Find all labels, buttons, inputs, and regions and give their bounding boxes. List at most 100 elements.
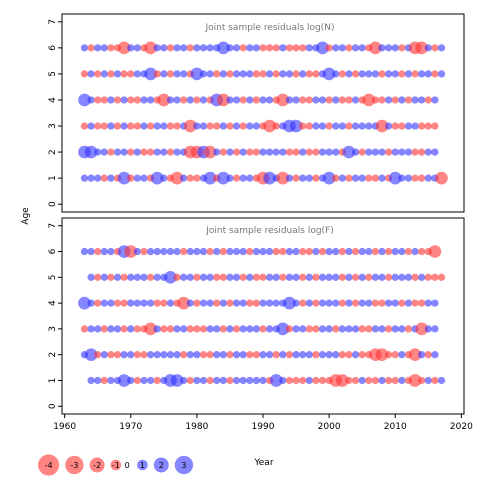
residual-point [94,44,102,52]
panel-logN-title: Joint sample residuals log(N) [204,23,334,33]
residual-point [305,174,313,182]
residual-point [140,273,148,281]
residual-point [239,351,247,359]
residual-point [404,247,413,256]
residual-point [232,247,241,256]
residual-point [398,96,406,104]
residual-point [312,299,320,307]
residual-point [186,247,194,256]
residual-point [107,174,115,182]
residual-point [345,122,353,130]
residual-point [318,273,327,281]
residual-point [193,96,201,104]
residual-point [100,96,108,104]
residual-point [384,299,393,307]
residual-point [305,351,313,359]
residual-point [312,247,320,256]
residual-point [265,273,274,281]
residual-point [299,351,307,359]
residual-point [180,70,188,78]
residual-point [226,351,234,359]
residual-point [153,376,161,385]
residual-point [186,351,194,359]
residual-point [226,325,234,333]
residual-point [100,299,108,307]
residual-point [325,351,333,359]
residual-point [216,93,230,107]
residual-point [292,247,300,256]
residual-point [332,273,340,281]
residual-point [263,119,276,133]
panel-logF-yaxis: 0 1 2 3 4 5 6 7 [48,223,62,409]
residual-point [252,273,261,281]
residual-point [299,44,307,52]
residual-point [391,96,399,104]
panel-logN-frame [61,13,465,213]
residual-point [252,325,261,333]
residual-point [424,174,432,182]
residual-point [160,299,168,307]
residual-point [232,96,241,104]
residual-point [338,351,346,359]
residual-point [120,351,128,359]
residual-point [246,122,254,130]
residual-point [100,70,108,78]
residual-point [127,122,135,130]
residual-point [332,70,340,78]
residual-point [144,67,157,81]
residual-point [384,325,393,333]
x-tick-label: 1980 [185,422,208,432]
residual-point [140,351,148,359]
residual-point [186,44,194,52]
residual-point [166,44,175,52]
residual-point [345,174,353,182]
y-tick-label: 1 [48,175,58,181]
residual-point [226,247,234,256]
residual-point [180,376,188,385]
residual-point [305,273,313,281]
residual-point [232,273,241,281]
residual-point [338,299,346,307]
residual-point [269,374,283,387]
residual-point [431,351,439,359]
residual-point [133,44,142,52]
residual-point [193,44,201,52]
residual-point [358,247,366,256]
residual-point [259,273,267,281]
residual-point [371,273,380,281]
y-tick-label: 3 [48,123,58,129]
residual-point [170,374,184,387]
residual-point [431,148,439,156]
residual-point [87,174,95,182]
residual-point [362,93,376,107]
residual-point [305,299,313,307]
residual-point [424,376,432,385]
residual-point [378,174,386,182]
residual-point [107,44,115,52]
residual-point [418,174,426,182]
residual-point [345,273,353,281]
residual-point [371,247,380,256]
residual-point [338,96,346,104]
residual-point [424,299,432,307]
residual-point [318,376,327,385]
residual-point [226,148,234,156]
residual-point [239,70,247,78]
residual-point [322,67,336,81]
residual-point [84,145,98,159]
residual-point [87,273,95,281]
residual-point [404,70,413,78]
residual-point [305,325,313,333]
residual-point [279,148,287,156]
residual-point [437,376,446,385]
residual-point [384,122,393,130]
residual-point [193,351,201,359]
residual-point [411,96,419,104]
residual-point [272,273,280,281]
residual-point [351,325,360,333]
residual-point [398,148,406,156]
residual-point [166,299,175,307]
residual-point [299,376,307,385]
residual-point [80,122,89,130]
residual-point [265,299,274,307]
